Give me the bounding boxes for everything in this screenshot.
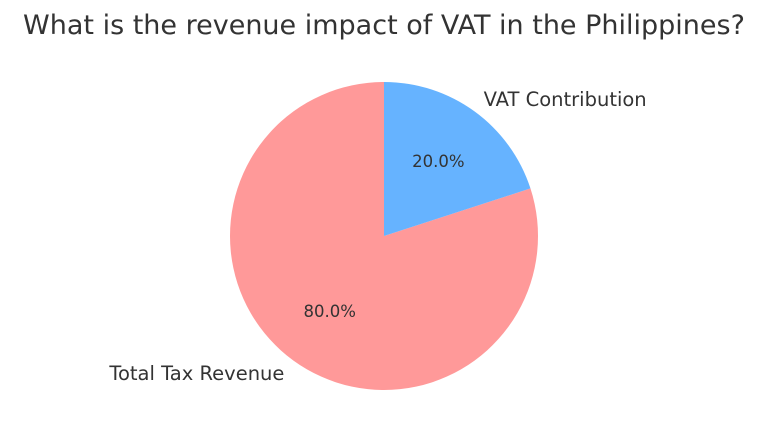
slice-percent-label: 20.0% [412,152,464,171]
pie-slice-total-tax-revenue [229,82,538,391]
slice-percent-label: 80.0% [303,302,355,321]
pie-slice-vat-contribution [384,82,531,236]
slice-label: Total Tax Revenue [108,362,284,385]
slice-label: VAT Contribution [484,88,647,111]
chart-title: What is the revenue impact of VAT in the… [23,10,745,41]
